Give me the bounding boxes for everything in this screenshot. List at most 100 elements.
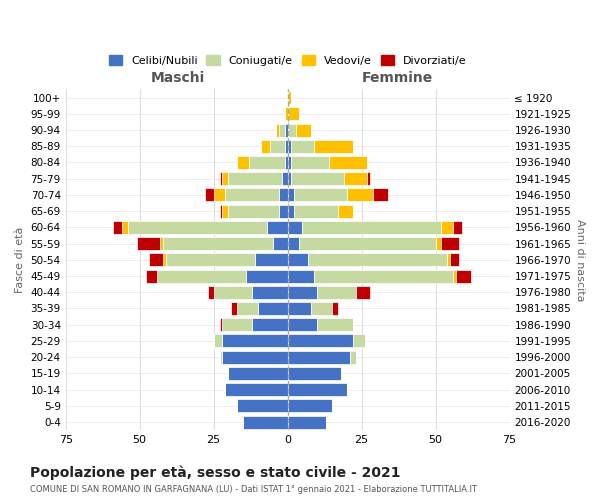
Bar <box>287 254 308 266</box>
Bar <box>356 286 370 298</box>
Bar <box>436 237 442 250</box>
Bar <box>338 204 353 218</box>
Bar <box>287 188 293 202</box>
Bar <box>329 156 367 169</box>
Bar <box>287 91 290 104</box>
Bar <box>451 254 459 266</box>
Bar <box>163 237 273 250</box>
Bar <box>229 367 287 380</box>
Y-axis label: Fasce di età: Fasce di età <box>15 226 25 293</box>
Legend: Celibi/Nubili, Coniugati/e, Vedovi/e, Divorziati/e: Celibi/Nubili, Coniugati/e, Vedovi/e, Di… <box>104 51 471 70</box>
Bar <box>287 416 326 428</box>
Bar <box>214 286 252 298</box>
Bar <box>128 221 267 234</box>
Bar <box>287 318 317 331</box>
Bar <box>276 124 279 136</box>
Bar <box>284 156 287 169</box>
Bar <box>287 108 299 120</box>
Bar <box>456 270 471 282</box>
Bar <box>208 286 214 298</box>
Bar <box>287 156 290 169</box>
Bar <box>287 270 314 282</box>
Bar <box>287 221 302 234</box>
Bar <box>214 334 223 347</box>
Bar <box>347 188 373 202</box>
Bar <box>122 221 128 234</box>
Bar <box>166 254 255 266</box>
Bar <box>373 188 388 202</box>
Text: Femmine: Femmine <box>361 70 433 85</box>
Bar <box>243 416 287 428</box>
Bar <box>220 350 223 364</box>
Bar <box>226 383 287 396</box>
Bar <box>350 350 356 364</box>
Bar <box>273 237 287 250</box>
Bar <box>220 318 223 331</box>
Bar <box>246 270 287 282</box>
Bar <box>287 140 290 153</box>
Y-axis label: Anni di nascita: Anni di nascita <box>575 218 585 301</box>
Bar <box>249 156 284 169</box>
Bar <box>229 172 281 185</box>
Bar <box>284 140 287 153</box>
Bar <box>287 334 353 347</box>
Bar <box>270 140 284 153</box>
Bar <box>205 188 214 202</box>
Bar <box>146 270 157 282</box>
Bar <box>287 367 341 380</box>
Bar <box>229 204 279 218</box>
Bar <box>453 221 462 234</box>
Bar <box>290 156 329 169</box>
Bar <box>223 318 252 331</box>
Bar <box>317 318 353 331</box>
Bar <box>137 237 160 250</box>
Bar <box>287 350 350 364</box>
Bar <box>237 302 258 315</box>
Bar <box>353 334 365 347</box>
Bar <box>314 270 453 282</box>
Bar <box>290 140 314 153</box>
Bar <box>317 286 356 298</box>
Bar <box>302 221 442 234</box>
Bar <box>223 350 287 364</box>
Bar <box>344 172 367 185</box>
Bar <box>287 286 317 298</box>
Bar <box>223 172 229 185</box>
Bar <box>287 400 332 412</box>
Bar <box>448 254 451 266</box>
Bar <box>261 140 270 153</box>
Bar <box>160 237 163 250</box>
Bar <box>332 302 338 315</box>
Bar <box>287 237 299 250</box>
Bar <box>308 254 448 266</box>
Bar <box>311 302 332 315</box>
Bar <box>284 108 287 120</box>
Bar <box>252 286 287 298</box>
Bar <box>284 124 287 136</box>
Bar <box>267 221 287 234</box>
Bar <box>237 400 287 412</box>
Bar <box>314 140 353 153</box>
Bar <box>149 254 163 266</box>
Bar <box>442 237 459 250</box>
Bar <box>299 237 436 250</box>
Bar <box>258 302 287 315</box>
Bar <box>255 254 287 266</box>
Bar <box>237 156 249 169</box>
Bar <box>296 124 311 136</box>
Bar <box>214 188 226 202</box>
Bar <box>281 172 287 185</box>
Bar <box>293 188 347 202</box>
Bar <box>279 188 287 202</box>
Bar <box>287 172 290 185</box>
Text: COMUNE DI SAN ROMANO IN GARFAGNANA (LU) - Dati ISTAT 1° gennaio 2021 - Elaborazi: COMUNE DI SAN ROMANO IN GARFAGNANA (LU) … <box>30 486 477 494</box>
Text: Maschi: Maschi <box>151 70 205 85</box>
Bar <box>226 188 279 202</box>
Bar <box>442 221 453 234</box>
Bar <box>163 254 166 266</box>
Bar <box>287 124 296 136</box>
Bar <box>290 172 344 185</box>
Bar <box>287 383 347 396</box>
Bar <box>252 318 287 331</box>
Bar <box>232 302 237 315</box>
